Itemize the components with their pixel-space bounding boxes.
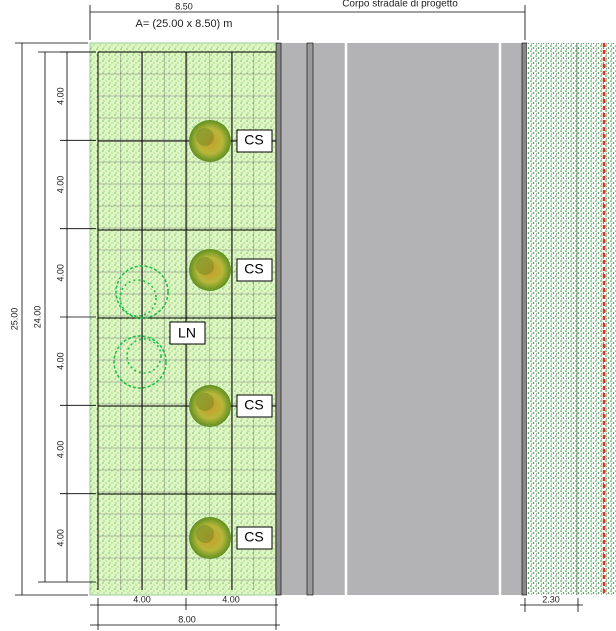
grid-length: 24.00 [32, 306, 42, 329]
label-box [236, 394, 273, 418]
tree-detail [196, 128, 214, 146]
curb [275, 42, 282, 596]
segment-ticks [60, 51, 96, 495]
verge [527, 43, 616, 595]
bottom-total: 8.00 [178, 614, 196, 624]
shrub-label: LN [178, 325, 196, 341]
label-box [236, 129, 273, 153]
segment-label: 4.00 [55, 352, 65, 370]
total-length: 25.00 [9, 308, 19, 331]
segment-label: 4.00 [55, 441, 65, 459]
curb [306, 42, 314, 596]
tree-label: CS [244, 529, 263, 545]
tree-detail [196, 257, 214, 275]
green-area [89, 42, 279, 596]
tree-label: CS [244, 261, 263, 277]
road-label: Corpo stradale di progetto [342, 0, 458, 10]
bottom-segment: 4.00 [133, 594, 151, 604]
label-box [236, 258, 273, 282]
width-label: 8.50 [175, 1, 193, 11]
label-box [236, 526, 273, 550]
shrubs [113, 265, 169, 389]
area-label: A= (25.00 x 8.50) m [136, 18, 233, 30]
segment-label: 4.00 [55, 264, 65, 282]
verge-width: 2.30 [542, 594, 560, 604]
segment-label: 4.00 [55, 529, 65, 547]
segment-label: 4.00 [55, 176, 65, 194]
road [278, 43, 525, 595]
segment-label: 4.00 [55, 87, 65, 105]
label-box [169, 321, 206, 345]
tree-label: CS [244, 132, 263, 148]
trees: CS CS CS CS [189, 120, 273, 559]
bottom-segment: 4.00 [222, 594, 240, 604]
tree-label: CS [244, 397, 263, 413]
curb [521, 42, 528, 596]
tree-detail [196, 525, 214, 543]
tree-detail [196, 393, 214, 411]
